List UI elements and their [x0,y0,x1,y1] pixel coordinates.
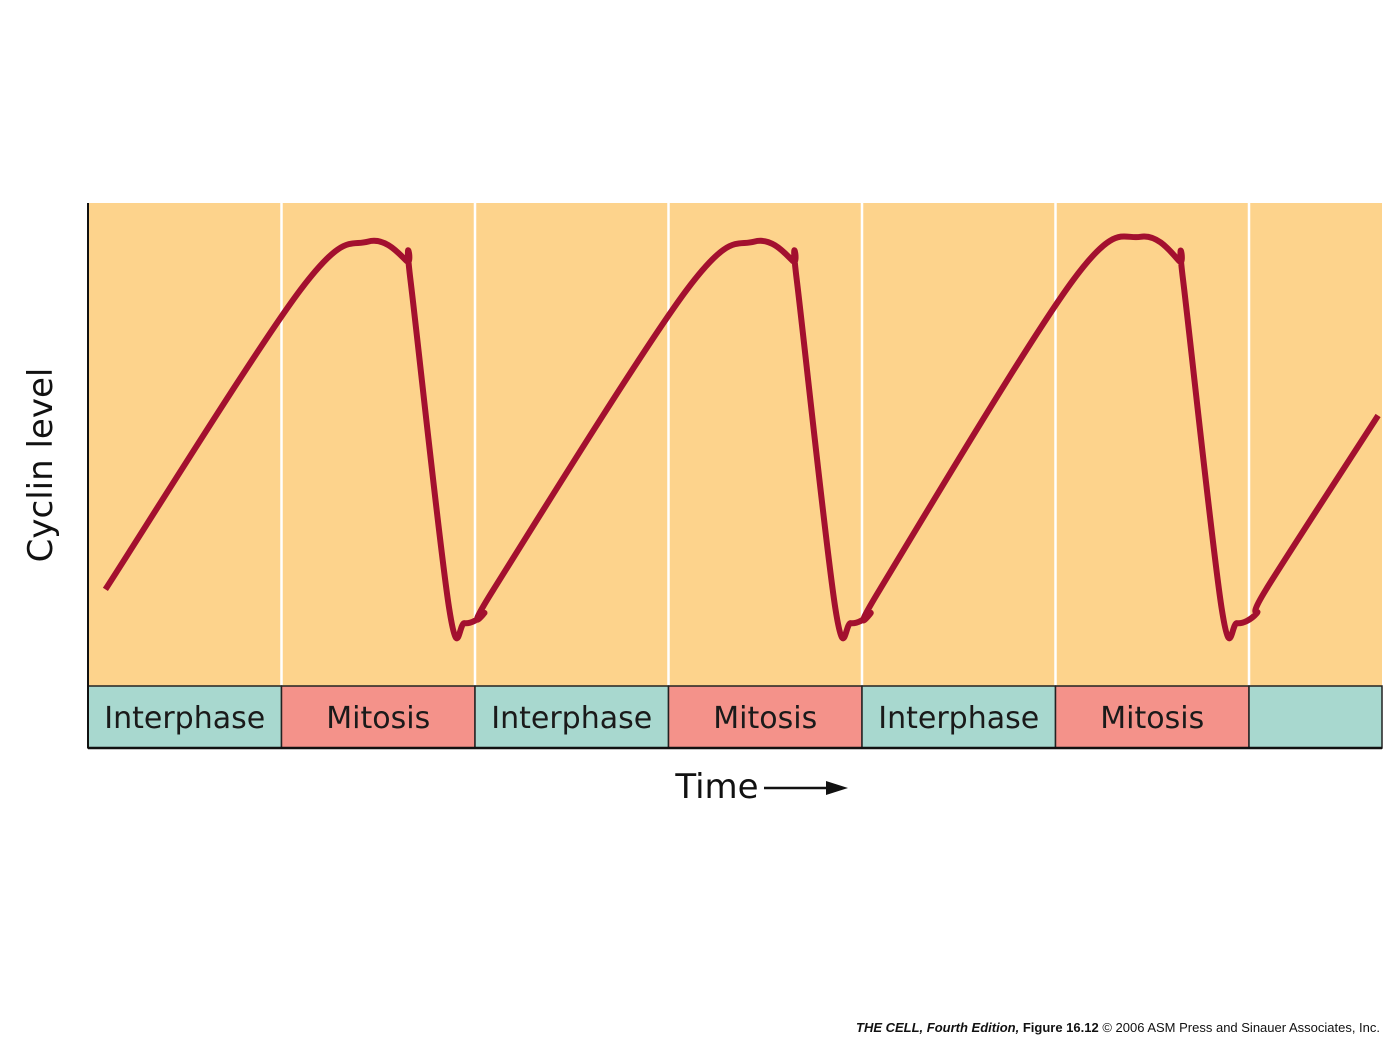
caption-figure-number: Figure 16.12 [1022,1020,1099,1035]
cyclin-curve-series [102,233,1381,642]
phase-label-mitosis: Mitosis [713,701,817,736]
time-arrow-head [826,781,848,795]
caption-book-title: THE CELL, Fourth Edition, [856,1020,1020,1035]
phase-segment-mitosis [667,685,863,749]
caption-copyright: © 2006 ASM Press and Sinauer Associates,… [1102,1020,1380,1035]
figure-caption: THE CELL, Fourth Edition, Figure 16.12 ©… [856,1020,1380,1035]
x-axis-label: Time [674,767,758,807]
phase-label-mitosis: Mitosis [326,701,430,736]
phase-label-interphase: Interphase [491,701,652,736]
phase-label-interphase: Interphase [878,701,1039,736]
phase-dividers [280,203,1251,686]
phase-label-interphase: Interphase [104,701,265,736]
phase-segment-interphase [1248,685,1383,749]
phase-segment-interphase [861,685,1057,749]
phase-label-mitosis: Mitosis [1100,701,1204,736]
phase-segment-mitosis [280,685,476,749]
phase-segment-mitosis [1054,685,1250,749]
time-arrow-icon [764,781,848,795]
phase-bar: Interphase Mitosis Interphase Mitosis Interp… [87,685,1383,749]
y-axis-label: Cyclin level [21,368,61,563]
